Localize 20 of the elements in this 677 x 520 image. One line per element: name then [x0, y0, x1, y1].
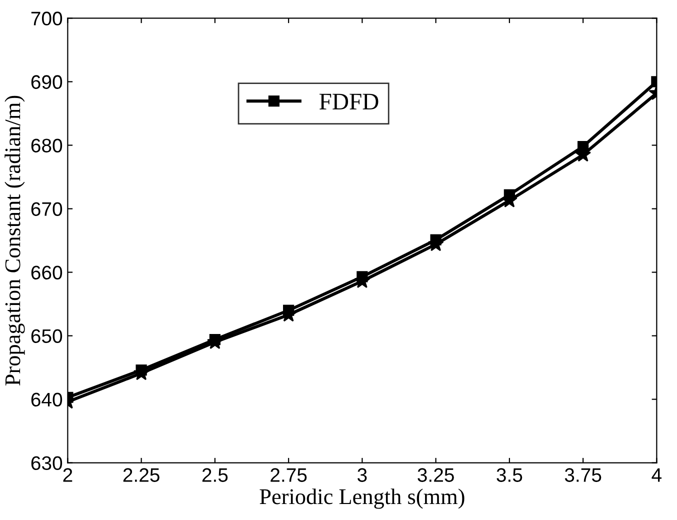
x-tick-label: 3.75	[564, 468, 602, 482]
x-tick-label: 2	[63, 468, 72, 482]
x-tick-label: 3.25	[418, 468, 454, 482]
x-axis-title: Periodic Length s(mm)	[260, 488, 464, 509]
y-tick-label: 690	[31, 75, 62, 89]
x-tick-label: 3	[358, 468, 367, 482]
y-tick-label: 670	[31, 202, 62, 216]
y-tick-label: 660	[31, 266, 62, 280]
x-tick-label: 2.75	[270, 468, 307, 482]
y-tick-label: 680	[31, 138, 62, 152]
legend-label: FDFD	[319, 94, 378, 110]
y-tick-label: 700	[31, 12, 62, 26]
y-tick-label: 640	[31, 392, 62, 407]
y-tick-label: 630	[31, 456, 62, 470]
y-tick-label: 650	[31, 329, 62, 344]
x-tick-label: 2.5	[202, 468, 228, 482]
x-tick-label: 4	[652, 468, 662, 482]
x-tick-label: 2.25	[123, 468, 160, 482]
x-tick-label: 3.5	[496, 468, 522, 482]
y-axis-title: Propagation Constant (radian/m)	[4, 96, 25, 386]
